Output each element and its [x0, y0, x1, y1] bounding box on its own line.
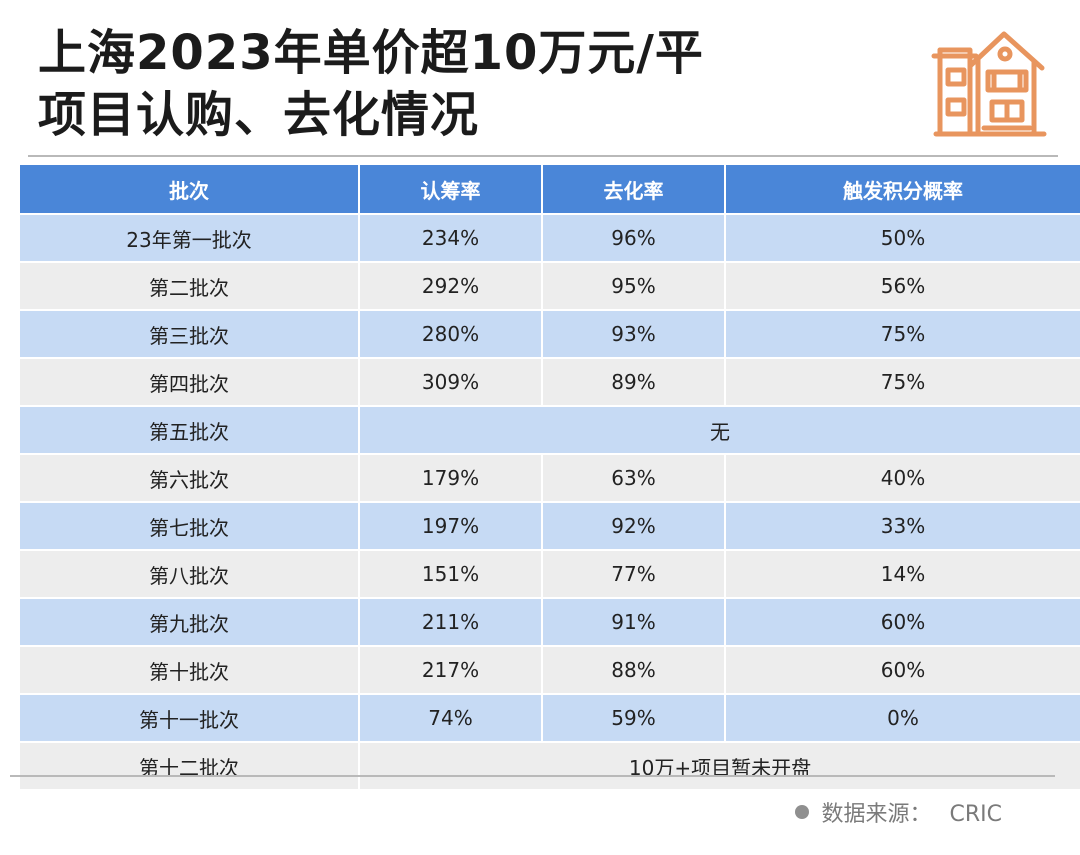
- sellthrough-rate-cell: 96%: [542, 213, 726, 262]
- points-probability-cell: 33%: [725, 501, 1080, 550]
- table-row: 第三批次 280% 93% 75%: [20, 309, 1080, 358]
- subscription-rate-cell: 292%: [359, 261, 543, 310]
- subscription-rate-cell: 211%: [359, 597, 543, 646]
- column-header: 批次: [20, 165, 360, 214]
- points-probability-cell: 60%: [725, 645, 1080, 694]
- table-row: 第十批次 217% 88% 60%: [20, 645, 1080, 694]
- table-row: 第九批次 211% 91% 60%: [20, 597, 1080, 646]
- sellthrough-rate-cell: 95%: [542, 261, 726, 310]
- batch-cell: 第九批次: [20, 597, 360, 646]
- note-cell: 10万+项目暂未开盘: [359, 741, 1080, 789]
- table-row: 第二批次 292% 95% 56%: [20, 261, 1080, 310]
- house-icon: [931, 31, 1047, 137]
- subscription-rate-cell: 74%: [359, 693, 543, 742]
- note-cell: 无: [359, 405, 1080, 454]
- source-label: 数据来源：: [821, 802, 932, 827]
- batch-cell: 第八批次: [20, 549, 360, 598]
- title-line-1: 上海2023年单价超10万元/平: [38, 25, 704, 81]
- points-probability-cell: 75%: [725, 309, 1080, 358]
- points-probability-cell: 0%: [725, 693, 1080, 742]
- batch-cell: 第七批次: [20, 501, 360, 550]
- subscription-rate-cell: 151%: [359, 549, 543, 598]
- table-row: 23年第一批次 234% 96% 50%: [20, 213, 1080, 262]
- source-note: 数据来源： CRIC: [795, 796, 1002, 828]
- sellthrough-rate-cell: 77%: [542, 549, 726, 598]
- points-probability-cell: 75%: [725, 357, 1080, 406]
- batch-cell: 第四批次: [20, 357, 360, 406]
- bullet-dot-icon: [795, 805, 810, 819]
- batch-cell: 第三批次: [20, 309, 360, 358]
- bottom-divider: [10, 775, 1055, 777]
- title-line-2: 项目认购、去化情况: [38, 87, 480, 143]
- table-body: 23年第一批次 234% 96% 50% 第二批次 292% 95% 56% 第三批次 280% 9…: [20, 213, 1080, 789]
- table-row: 第十一批次 74% 59% 0%: [20, 693, 1080, 742]
- page-title: 上海2023年单价超10万元/平 项目认购、去化情况: [38, 22, 704, 146]
- table-row: 第四批次 309% 89% 75%: [20, 357, 1080, 406]
- subscription-rate-cell: 309%: [359, 357, 543, 406]
- sellthrough-rate-cell: 59%: [542, 693, 726, 742]
- table-row: 第七批次 197% 92% 33%: [20, 501, 1080, 550]
- table-row: 第五批次无: [20, 405, 1080, 454]
- points-probability-cell: 40%: [725, 453, 1080, 502]
- subscription-rate-cell: 197%: [359, 501, 543, 550]
- points-probability-cell: 50%: [725, 213, 1080, 262]
- table-row: 第十二批次 10万+项目暂未开盘: [20, 741, 1080, 789]
- points-probability-cell: 60%: [725, 597, 1080, 646]
- source-value: CRIC: [949, 802, 1003, 827]
- sellthrough-rate-cell: 92%: [542, 501, 726, 550]
- subscription-rate-cell: 179%: [359, 453, 543, 502]
- sellthrough-rate-cell: 89%: [542, 357, 726, 406]
- top-divider: [28, 155, 1058, 157]
- points-probability-cell: 56%: [725, 261, 1080, 310]
- sellthrough-rate-cell: 63%: [542, 453, 726, 502]
- subscription-rate-cell: 280%: [359, 309, 543, 358]
- points-probability-cell: 14%: [725, 549, 1080, 598]
- column-header: 触发积分概率: [725, 165, 1080, 214]
- subscription-rate-cell: 217%: [359, 645, 543, 694]
- data-table-container: 批次 认筹率 去化率 触发积分概率 23年第一批次 234% 96% 50% 第二批次 292%…: [20, 165, 1080, 789]
- batch-cell: 23年第一批次: [20, 213, 360, 262]
- batch-cell: 第六批次: [20, 453, 360, 502]
- subscription-rate-cell: 234%: [359, 213, 543, 262]
- batch-cell: 第二批次: [20, 261, 360, 310]
- batch-cell: 第十二批次: [20, 741, 360, 789]
- sellthrough-rate-cell: 88%: [542, 645, 726, 694]
- table-row: 第六批次 179% 63% 40%: [20, 453, 1080, 502]
- column-header: 去化率: [542, 165, 726, 214]
- column-header: 认筹率: [359, 165, 543, 214]
- sellthrough-rate-cell: 91%: [542, 597, 726, 646]
- sellthrough-rate-cell: 93%: [542, 309, 726, 358]
- data-table: 批次 认筹率 去化率 触发积分概率 23年第一批次 234% 96% 50% 第二批次 292%…: [20, 165, 1080, 789]
- table-header-row: 批次 认筹率 去化率 触发积分概率: [20, 165, 1080, 214]
- batch-cell: 第五批次: [20, 405, 360, 454]
- batch-cell: 第十批次: [20, 645, 360, 694]
- table-row: 第八批次 151% 77% 14%: [20, 549, 1080, 598]
- batch-cell: 第十一批次: [20, 693, 360, 742]
